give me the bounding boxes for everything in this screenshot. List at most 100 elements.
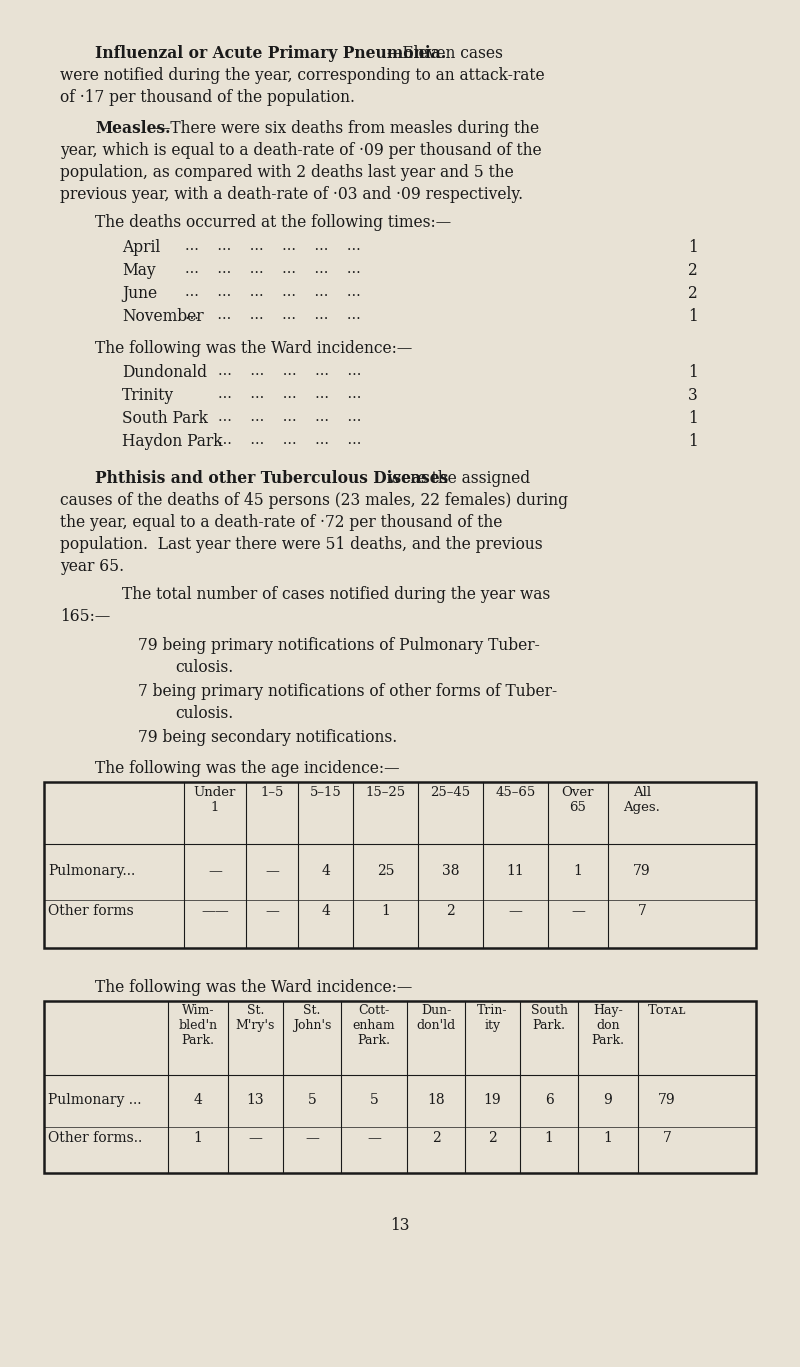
Text: 25: 25 [377,864,394,878]
Text: of ·17 per thousand of the population.: of ·17 per thousand of the population. [60,89,355,107]
Text: ...    ...    ...    ...    ...    ...: ... ... ... ... ... ... [185,308,361,321]
Text: All
Ages.: All Ages. [623,786,661,813]
Text: ...    ...    ...    ...    ...: ... ... ... ... ... [218,433,362,447]
Text: The following was the age incidence:—: The following was the age incidence:— [95,760,399,776]
Text: ——: —— [201,904,229,919]
Text: 7 being primary notifications of other forms of Tuber-: 7 being primary notifications of other f… [138,684,557,700]
Text: Pulmonary...: Pulmonary... [48,864,135,878]
Text: 79 being secondary notifications.: 79 being secondary notifications. [138,729,398,746]
Text: 6: 6 [545,1092,554,1107]
Text: —: — [509,904,522,919]
Text: —There were six deaths from measles during the: —There were six deaths from measles duri… [155,120,539,137]
Text: —: — [305,1131,319,1144]
Bar [44,1001,756,1173]
Text: —: — [265,904,279,919]
Text: ...    ...    ...    ...    ...: ... ... ... ... ... [218,410,362,424]
Text: Phthisis and other Tuberculous Diseases: Phthisis and other Tuberculous Diseases [95,470,448,487]
Text: May: May [122,261,156,279]
Text: Measles.: Measles. [95,120,170,137]
Text: Wim-
bled'n
Park.: Wim- bled'n Park. [178,1003,218,1047]
Text: 7: 7 [638,904,646,919]
Text: The total number of cases notified during the year was: The total number of cases notified durin… [122,586,550,603]
Text: 5–15: 5–15 [310,786,342,798]
Text: Dun-
don'ld: Dun- don'ld [416,1003,456,1032]
Text: 79: 79 [658,1092,676,1107]
Text: causes of the deaths of 45 persons (23 males, 22 females) during: causes of the deaths of 45 persons (23 m… [60,492,568,509]
Text: 3: 3 [688,387,698,405]
Text: were notified during the year, corresponding to an attack-rate: were notified during the year, correspon… [60,67,545,83]
Text: 4: 4 [321,904,330,919]
Text: 1: 1 [688,364,698,381]
Text: 79 being primary notifications of Pulmonary Tuber-: 79 being primary notifications of Pulmon… [138,637,540,653]
Text: The following was the Ward incidence:—: The following was the Ward incidence:— [95,979,412,995]
Text: —: — [265,864,279,878]
Text: April: April [122,239,160,256]
Text: 79: 79 [633,864,651,878]
Text: 1: 1 [688,308,698,325]
Text: Tᴏᴛᴀʟ: Tᴏᴛᴀʟ [648,1003,686,1017]
Text: population, as compared with 2 deaths last year and 5 the: population, as compared with 2 deaths la… [60,164,514,180]
Text: previous year, with a death-rate of ·03 and ·09 respectively.: previous year, with a death-rate of ·03 … [60,186,523,202]
Text: 13: 13 [390,1217,410,1234]
Text: 11: 11 [506,864,524,878]
Text: Other forms..: Other forms.. [48,1131,142,1144]
Text: 5: 5 [370,1092,378,1107]
Text: Under
1: Under 1 [194,786,236,813]
Text: Influenzal or Acute Primary Pneumonia.: Influenzal or Acute Primary Pneumonia. [95,45,446,62]
Text: 1: 1 [688,410,698,428]
Text: population.  Last year there were 51 deaths, and the previous: population. Last year there were 51 deat… [60,536,542,552]
Text: June: June [122,284,157,302]
Text: —: — [249,1131,262,1144]
Text: ...    ...    ...    ...    ...    ...: ... ... ... ... ... ... [185,261,361,276]
Text: —: — [208,864,222,878]
Text: —Eleven cases: —Eleven cases [387,45,503,62]
Text: 7: 7 [662,1131,671,1144]
Text: St.
M'ry's: St. M'ry's [236,1003,275,1032]
Text: 15–25: 15–25 [366,786,406,798]
Text: —: — [571,904,585,919]
Text: —: — [367,1131,381,1144]
Text: 18: 18 [427,1092,445,1107]
Text: The deaths occurred at the following times:—: The deaths occurred at the following tim… [95,215,451,231]
Text: Over
65: Over 65 [562,786,594,813]
Text: 5: 5 [308,1092,316,1107]
Text: 2: 2 [488,1131,497,1144]
Text: November: November [122,308,204,325]
Text: 13: 13 [246,1092,264,1107]
Text: South Park: South Park [122,410,208,428]
Text: Pulmonary ...: Pulmonary ... [48,1092,142,1107]
Text: 2: 2 [688,284,698,302]
Text: 4: 4 [321,864,330,878]
Text: ...    ...    ...    ...    ...: ... ... ... ... ... [218,387,362,401]
Text: 38: 38 [442,864,459,878]
Text: 2: 2 [446,904,455,919]
Text: 1: 1 [688,239,698,256]
Text: year 65.: year 65. [60,558,124,574]
Text: 1: 1 [545,1131,554,1144]
Bar [44,782,756,947]
Text: 45–65: 45–65 [495,786,536,798]
Text: 1: 1 [603,1131,613,1144]
Text: 4: 4 [194,1092,202,1107]
Text: year, which is equal to a death-rate of ·09 per thousand of the: year, which is equal to a death-rate of … [60,142,542,159]
Text: ...    ...    ...    ...    ...    ...: ... ... ... ... ... ... [185,284,361,299]
Text: 2: 2 [688,261,698,279]
Text: Hay-
don
Park.: Hay- don Park. [591,1003,625,1047]
Text: 165:—: 165:— [60,608,110,625]
Text: Trin-
ity: Trin- ity [478,1003,508,1032]
Text: South
Park.: South Park. [530,1003,567,1032]
Text: 1: 1 [688,433,698,450]
Text: The following was the Ward incidence:—: The following was the Ward incidence:— [95,340,412,357]
Text: the year, equal to a death-rate of ·72 per thousand of the: the year, equal to a death-rate of ·72 p… [60,514,502,530]
Text: culosis.: culosis. [175,659,234,675]
Text: 1–5: 1–5 [260,786,284,798]
Text: Trinity: Trinity [122,387,174,405]
Text: 2: 2 [432,1131,440,1144]
Text: Haydon Park: Haydon Park [122,433,222,450]
Text: 1: 1 [194,1131,202,1144]
Text: ...    ...    ...    ...    ...: ... ... ... ... ... [218,364,362,379]
Text: culosis.: culosis. [175,705,234,722]
Text: Dundonald: Dundonald [122,364,207,381]
Text: ...    ...    ...    ...    ...    ...: ... ... ... ... ... ... [185,239,361,253]
Text: Cott-
enham
Park.: Cott- enham Park. [353,1003,395,1047]
